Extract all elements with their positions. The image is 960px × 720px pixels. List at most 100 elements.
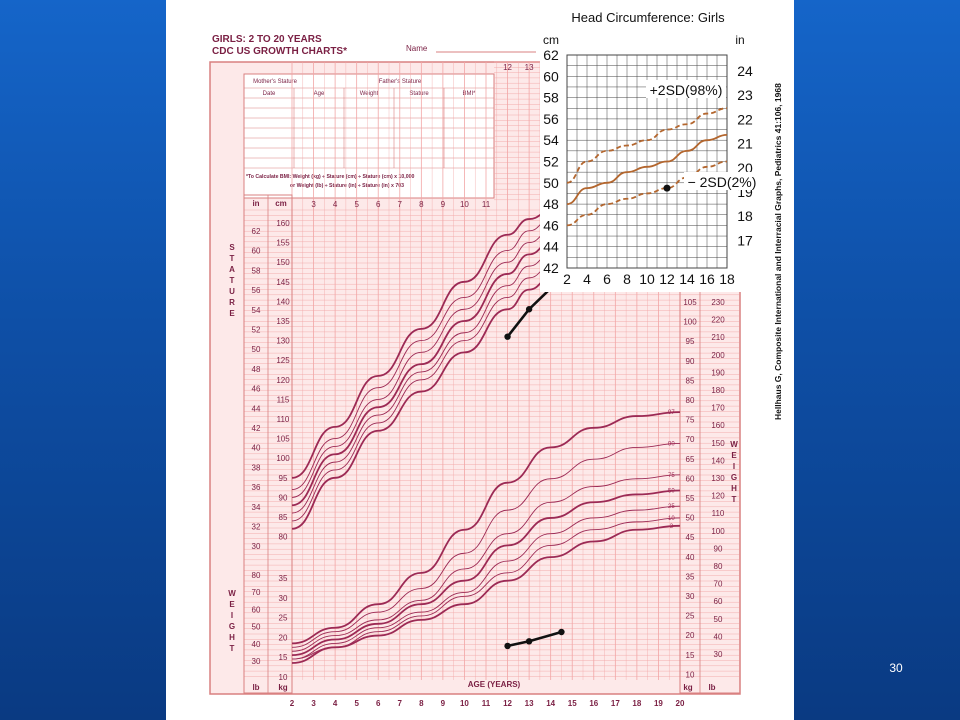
stature-in-tick-38: 38 [252, 463, 261, 472]
upper-age-tick-11: 11 [482, 200, 491, 209]
right-kg-tick-100: 100 [683, 318, 697, 327]
patient-weight-point [558, 628, 565, 636]
right-kg-tick-55: 55 [686, 494, 695, 503]
bmi-note-1: *To Calculate BMI: Weight (kg) ÷ Stature… [246, 174, 414, 180]
inset-in-tick-22: 22 [737, 111, 753, 127]
bottom-age-tick-17: 17 [611, 699, 620, 708]
weight-letter-right: I [733, 462, 735, 471]
stature-cm-tick-85: 85 [279, 513, 288, 522]
right-lb-tick-80: 80 [714, 562, 723, 571]
inset-lower-label: − 2SD(2%) [688, 174, 757, 190]
chart-title-line1: GIRLS: 2 TO 20 YEARS [212, 34, 322, 45]
bottom-age-tick-12: 12 [503, 699, 512, 708]
right-lb-tick-100: 100 [711, 527, 725, 536]
right-lb-tick-50: 50 [714, 615, 723, 624]
lower-kg-tick-15: 15 [279, 653, 288, 662]
mothers-stature-label: Mother's Stature [253, 79, 297, 85]
stature-cm-tick-140: 140 [276, 297, 290, 306]
percentile-curves: 97 90 75 50 25 10 3 [292, 210, 680, 664]
inset-cm-tick-54: 54 [543, 132, 559, 148]
right-lb-tick-140: 140 [711, 456, 725, 465]
stature-in-tick-60: 60 [252, 247, 261, 256]
bottom-age-tick-15: 15 [568, 699, 577, 708]
stature-in-tick-58: 58 [252, 266, 261, 275]
right-kg-tick-30: 30 [686, 592, 695, 601]
inset-lower-label-bg [684, 172, 764, 190]
lower-kg-tick-20: 20 [279, 633, 288, 642]
weight-percentile-label-97: 97 [668, 410, 675, 416]
bottom-age-tick-8: 8 [419, 699, 424, 708]
inset-in-tick-20: 20 [737, 160, 753, 176]
inset-cm-tick-48: 48 [543, 196, 559, 212]
stature-cm-tick-130: 130 [276, 337, 290, 346]
inset-age-tick-8: 8 [623, 271, 631, 287]
right-kg-tick-35: 35 [686, 572, 695, 581]
lower-lb-tick-40: 40 [252, 640, 261, 649]
inset-patient-point [663, 184, 671, 192]
weight-curve-50 [292, 489, 680, 657]
inset-age-tick-14: 14 [679, 271, 695, 287]
stature-letter: E [229, 309, 235, 318]
right-kg-tick-65: 65 [686, 455, 695, 464]
inset-upper-label: +2SD(98%) [650, 82, 723, 98]
stature-in-tick-52: 52 [252, 326, 261, 335]
weight-letter-right: T [732, 495, 737, 504]
inset-in-tick-23: 23 [737, 87, 753, 103]
weight-percentile-label-10: 10 [668, 516, 675, 522]
right-kg-tick-70: 70 [686, 435, 695, 444]
bottom-age-tick-7: 7 [398, 699, 403, 708]
right-lb-tick-150: 150 [711, 439, 725, 448]
inset-age-tick-12: 12 [659, 271, 675, 287]
right-lb-tick-30: 30 [714, 650, 723, 659]
stature-cm-tick-145: 145 [276, 278, 290, 287]
unit-in-label: in [252, 199, 259, 208]
inset-unit-in: in [735, 33, 744, 47]
bottom-age-tick-4: 4 [333, 699, 338, 708]
weight-percentile-label-90: 90 [668, 441, 675, 447]
inset-age-tick-18: 18 [719, 271, 735, 287]
right-lb-tick-60: 60 [714, 597, 723, 606]
weight-curve-3 [292, 524, 680, 664]
inset-age-tick-4: 4 [583, 271, 591, 287]
table-header-0: Date [263, 91, 276, 97]
age-axis-label: AGE (YEARS) [468, 680, 521, 689]
right-kg-tick-50: 50 [686, 514, 695, 523]
inset-in-tick-21: 21 [737, 136, 753, 152]
inset-title: Head Circumference: Girls [571, 10, 725, 25]
stature-cm-tick-80: 80 [279, 533, 288, 542]
right-lb-tick-210: 210 [711, 333, 725, 342]
weight-percentile-label-50: 50 [668, 489, 675, 495]
inset-age-tick-6: 6 [603, 271, 611, 287]
weight-percentile-label-3: 3 [670, 524, 674, 530]
stature-cm-tick-95: 95 [279, 474, 288, 483]
weight-letter-right: H [731, 484, 737, 493]
bottom-age-tick-14: 14 [546, 699, 555, 708]
lower-lb-tick-60: 60 [252, 605, 261, 614]
right-kg-tick-20: 20 [686, 631, 695, 640]
right-kg-tick-105: 105 [683, 298, 697, 307]
stature-cm-tick-110: 110 [277, 415, 290, 424]
stature-percentile-curve [292, 253, 551, 514]
weight-letter-right: W [730, 440, 738, 449]
stature-percentile-curve [292, 210, 551, 479]
lower-kg-tick-30: 30 [279, 594, 288, 603]
bottom-age-tick-3: 3 [311, 699, 316, 708]
record-table: Mother's Stature Father's Stature Date Age W… [243, 73, 495, 199]
stature-cm-tick-105: 105 [276, 435, 290, 444]
stature-letter: T [230, 254, 235, 263]
stature-cm-tick-115: 115 [277, 395, 290, 404]
right-lb-tick-110: 110 [712, 509, 725, 518]
lower-kg-tick-35: 35 [279, 574, 288, 583]
table-header-2: Weight [360, 91, 379, 97]
weight-curve-75 [292, 474, 680, 652]
citation-wrapper: Hellhaus G, Composite International and … [773, 0, 783, 420]
right-kg-tick-45: 45 [686, 533, 695, 542]
weight-letter-right: G [731, 473, 737, 482]
right-lb-tick-180: 180 [711, 386, 725, 395]
stature-cm-tick-90: 90 [279, 493, 288, 502]
stature-cm-tick-100: 100 [276, 454, 290, 463]
stature-in-tick-30: 30 [252, 542, 261, 551]
inset-in-tick-17: 17 [737, 232, 753, 248]
inset-curve-0 [566, 107, 728, 184]
weight-curve-10 [292, 517, 680, 660]
